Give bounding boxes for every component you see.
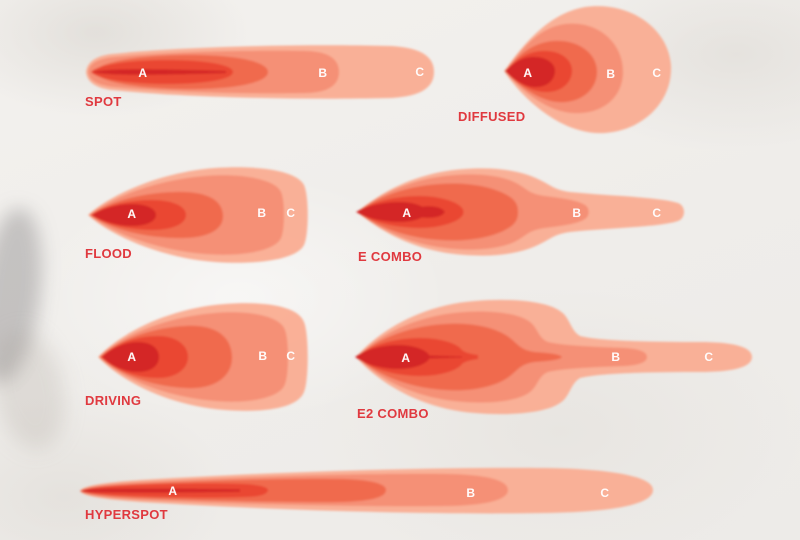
diffused-beam: [504, 6, 672, 134]
spot-name: SPOT: [85, 94, 122, 109]
diffused-zone-b: B: [606, 67, 616, 81]
e-combo-layer-core-bump: [420, 206, 445, 218]
driving-name: DRIVING: [85, 393, 142, 408]
spot-zone-a: A: [138, 66, 148, 80]
e-combo-zone-b: B: [572, 206, 582, 220]
e2-combo-zone-c: C: [704, 350, 714, 364]
e-combo-name: E COMBO: [358, 249, 423, 264]
driving-beam: [98, 303, 308, 411]
hyperspot-name: HYPERSPOT: [85, 507, 168, 522]
e2-combo-zone-b: B: [611, 350, 621, 364]
driving-zone-a: A: [127, 350, 137, 364]
flood-zone-b: B: [257, 206, 267, 220]
e2-combo-name: E2 COMBO: [357, 406, 429, 421]
e2-combo-layer-core-whisker: [428, 355, 462, 359]
diffused-name: DIFFUSED: [458, 109, 526, 124]
driving-zone-b: B: [258, 349, 268, 363]
driving-zone-c: C: [286, 349, 296, 363]
hyperspot-layer-core: [83, 488, 240, 493]
hyperspot-zone-c: C: [600, 486, 610, 500]
driving-layer-core: [102, 342, 159, 372]
hyperspot-zone-a: A: [168, 484, 178, 498]
spot-zone-b: B: [318, 66, 328, 80]
hyperspot-zone-b: B: [466, 486, 476, 500]
e-combo-beam: [356, 168, 684, 256]
e2-combo-layer-core: [355, 345, 430, 369]
diffused-zone-c: C: [652, 66, 662, 80]
hyperspot-beam: [80, 467, 653, 514]
flood-name: FLOOD: [85, 246, 132, 261]
e-combo-layer-core: [356, 202, 427, 222]
flood-zone-c: C: [286, 206, 296, 220]
diffused-layer-core: [505, 56, 556, 88]
flood-zone-a: A: [127, 207, 137, 221]
flood-layer-core: [92, 204, 156, 226]
flood-beam: [88, 167, 308, 263]
spot-beam: [86, 45, 434, 99]
e-combo-zone-c: C: [652, 206, 662, 220]
diffused-zone-a: A: [523, 66, 533, 80]
e2-combo-zone-a: A: [401, 351, 411, 365]
e-combo-zone-a: A: [402, 206, 412, 220]
e2-combo-beam: [355, 299, 752, 415]
spot-layer-core: [92, 69, 226, 75]
spot-zone-c: C: [415, 65, 425, 79]
